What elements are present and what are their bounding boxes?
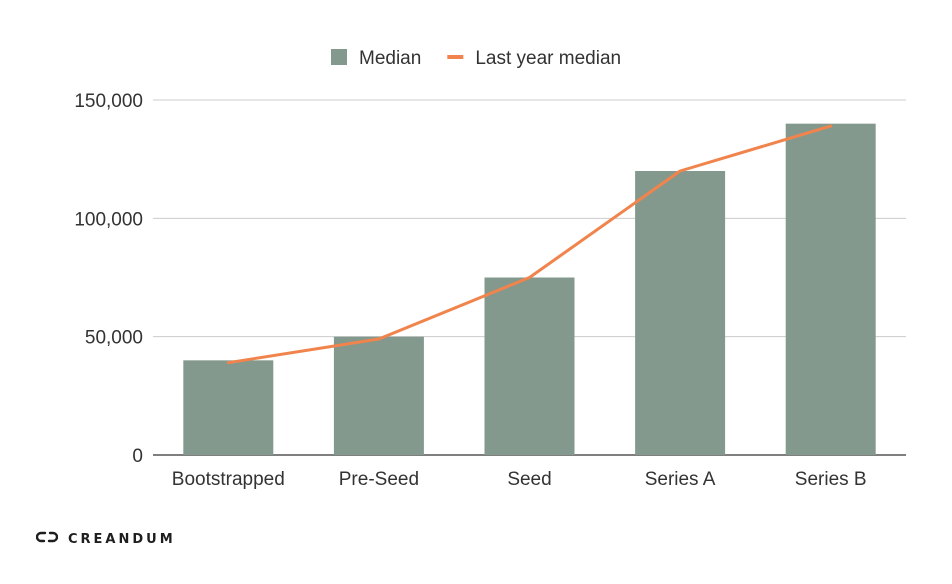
bar	[183, 360, 274, 455]
legend-swatch	[331, 49, 347, 65]
y-tick-label: 150,000	[74, 91, 143, 112]
legend: Median Last year median	[331, 48, 621, 69]
y-tick-label: 0	[132, 446, 143, 467]
line-series	[226, 124, 833, 365]
legend-label: Last year median	[475, 48, 621, 69]
bar	[635, 171, 726, 455]
y-axis-ticks: 0 50,000 100,000 150,000	[74, 91, 143, 467]
bar-series	[183, 123, 876, 456]
x-tick-label: Series A	[645, 469, 716, 490]
x-tick-label: Pre-Seed	[339, 469, 419, 490]
legend-label: Median	[359, 48, 421, 69]
y-tick-label: 100,000	[74, 209, 143, 230]
x-axis-ticks: Bootstrapped Pre-Seed Seed Series A Series B	[172, 469, 867, 490]
brand-name: CREANDUM	[68, 532, 176, 547]
x-tick-label: Series B	[795, 469, 867, 490]
creandum-logo-icon	[35, 530, 59, 549]
x-tick-label: Seed	[507, 469, 551, 490]
brand: CREANDUM	[35, 530, 176, 549]
y-tick-label: 50,000	[85, 328, 143, 349]
bar	[785, 123, 876, 456]
bar	[333, 336, 424, 455]
bar	[484, 277, 575, 455]
x-tick-label: Bootstrapped	[172, 469, 285, 490]
